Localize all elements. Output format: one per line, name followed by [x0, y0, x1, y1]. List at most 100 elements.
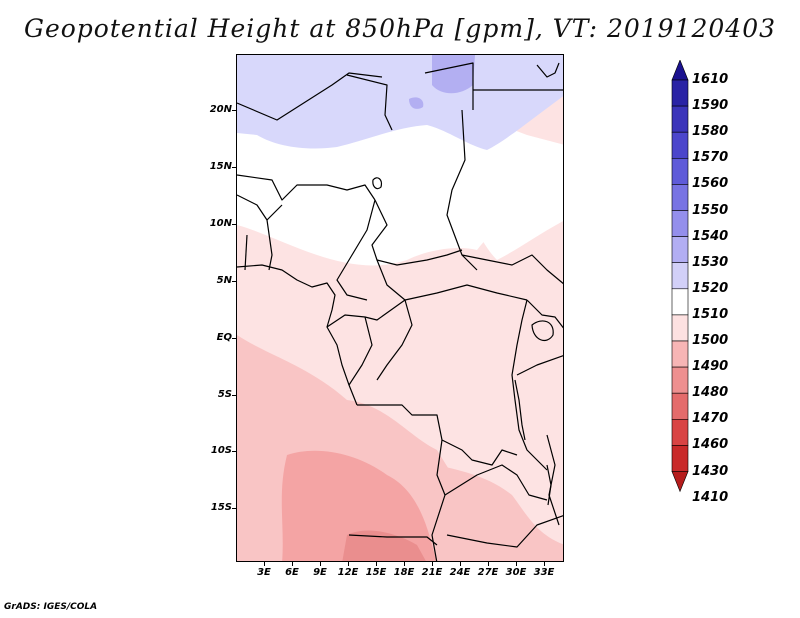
border-zambia — [444, 464, 548, 501]
colorbar-level-label: 1580 — [692, 124, 729, 140]
colorbar-swatch — [671, 392, 689, 420]
lat-tick — [232, 508, 236, 509]
lon-label: 24E — [449, 567, 471, 578]
colorbar-swatch — [671, 79, 689, 107]
colorbar-swatch — [671, 366, 689, 394]
lat-tick — [232, 395, 236, 396]
colorbar-swatch — [671, 340, 689, 368]
colorbar-level-label: 1590 — [692, 98, 729, 114]
lake-victoria — [531, 320, 554, 342]
colorbar-level-label: 1470 — [692, 411, 729, 427]
border-chad-sudan — [446, 109, 478, 271]
border-sahara-center — [346, 74, 393, 131]
colorbar-level-label: 1490 — [692, 359, 729, 375]
border-mali-burkina — [237, 194, 283, 221]
colorbar-level-label: 1610 — [692, 72, 729, 87]
lon-tick — [544, 562, 545, 566]
border-gabon — [326, 314, 373, 386]
country-borders — [237, 62, 563, 561]
border-sudan-ss — [461, 254, 563, 285]
colorbar-swatch — [671, 288, 689, 316]
lon-tick — [404, 562, 405, 566]
footer-credit: GrADS: IGES/COLA — [4, 602, 98, 612]
lat-tick — [232, 110, 236, 111]
lon-label: 12E — [337, 567, 359, 578]
lon-label: 9E — [313, 567, 327, 578]
field-region-blue-high-small — [409, 97, 424, 109]
lon-label: 18E — [393, 567, 415, 578]
border-benin — [266, 219, 273, 271]
lon-tick — [320, 562, 321, 566]
border-cameroon-car — [371, 199, 463, 266]
colorbar-level-label: 1410 — [692, 489, 729, 505]
lon-label: 27E — [477, 567, 499, 578]
lon-tick — [292, 562, 293, 566]
colorbar-swatch — [671, 158, 689, 185]
border-car-south — [376, 259, 528, 301]
lon-tick — [488, 562, 489, 566]
border-drc-south — [357, 404, 518, 466]
colorbar-level-label: 1540 — [692, 228, 729, 244]
border-niger-nigeria — [237, 174, 376, 201]
lake-tanganyika — [514, 379, 526, 441]
colorbar-level-label: 1500 — [692, 333, 729, 348]
lon-tick — [264, 562, 265, 566]
lat-label: 5N — [216, 275, 232, 286]
colorbar-swatch — [671, 105, 689, 133]
coastline-west-africa — [237, 264, 358, 406]
lat-tick — [232, 167, 236, 168]
lon-label: 6E — [285, 567, 299, 578]
field-region-blue — [237, 55, 563, 150]
lat-label: 15S — [210, 502, 232, 513]
colorbar-level-label: 1570 — [692, 150, 729, 166]
field-region-blue-high — [432, 55, 475, 94]
lon-label: 33E — [533, 567, 555, 578]
lon-label: 15E — [365, 567, 387, 578]
border-congo — [364, 299, 413, 381]
colorbar-swatch — [671, 236, 689, 264]
border-uganda — [526, 299, 563, 329]
colorbar-level-label: 1530 — [692, 254, 729, 270]
colorbar-arrow-top — [671, 60, 689, 81]
colorbar-level-label: 1510 — [692, 306, 729, 322]
border-angola-south — [348, 534, 438, 546]
field-region-pink-deep — [281, 450, 437, 561]
lon-tick — [376, 562, 377, 566]
map-panel — [236, 54, 564, 562]
colorbar-level-label: 1460 — [692, 437, 729, 453]
lat-tick — [232, 338, 236, 339]
chart-title: Geopotential Height at 850hPa [gpm], VT:… — [23, 14, 777, 43]
colorbar-swatch — [671, 418, 689, 446]
lon-tick — [516, 562, 517, 566]
colorbar — [671, 60, 689, 493]
border-zimbabwe — [446, 515, 563, 548]
lake-malawi — [546, 464, 552, 506]
border-nigeria-cameroon — [336, 199, 376, 301]
border-malawi — [546, 434, 560, 526]
colorbar-swatch — [671, 314, 689, 342]
lat-label: EQ — [216, 332, 232, 343]
lon-label: 21E — [421, 567, 443, 578]
lat-tick — [232, 224, 236, 225]
colorbar-swatch — [671, 445, 689, 472]
border-sahara-west — [237, 72, 383, 121]
lat-label: 20N — [209, 104, 232, 115]
lon-label: 3E — [257, 567, 271, 578]
colorbar-level-label: 1520 — [692, 280, 729, 296]
border-libya-chad — [424, 62, 474, 110]
field-region-pink-mid-east — [427, 465, 563, 561]
colorbar-swatch — [671, 131, 689, 159]
lat-label: 5S — [217, 389, 232, 400]
lat-label: 15N — [209, 161, 232, 172]
coastline-red-sea — [536, 62, 560, 78]
lat-tick — [232, 451, 236, 452]
colorbar-arrow-bottom — [671, 471, 689, 493]
lon-tick — [460, 562, 461, 566]
lat-tick — [232, 281, 236, 282]
lake-chad — [372, 177, 382, 190]
field-map — [237, 55, 563, 561]
border-tanzania — [516, 355, 563, 376]
colorbar-swatch — [671, 262, 689, 290]
lon-tick — [432, 562, 433, 566]
border-ghana — [244, 234, 248, 271]
